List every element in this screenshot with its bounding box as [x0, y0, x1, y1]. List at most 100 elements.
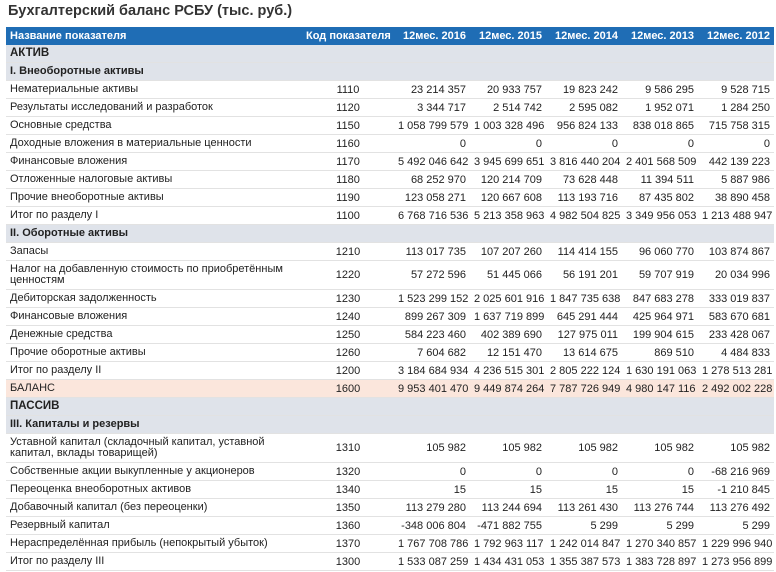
balance-row: БАЛАНС 1600 9 953 401 470 9 449 874 264 7 78… [6, 379, 774, 398]
section-row: АКТИВ [6, 45, 774, 63]
column-header-name[interactable]: Название показателя [6, 27, 302, 45]
row-code: 1170 [302, 152, 394, 171]
row-name: Доходные вложения в материальные ценност… [6, 134, 302, 153]
table-row: Основные средства 1150 1 058 799 579 1 003 … [6, 116, 774, 135]
column-header-2014[interactable]: 12мес. 2014 [546, 27, 622, 45]
table-row: Итог по разделу II 1200 3 184 684 934 4 236… [6, 361, 774, 380]
row-value: -1 210 845 [698, 480, 774, 499]
row-value: 899 267 309 [394, 307, 470, 326]
row-name: Финансовые вложения [6, 307, 302, 326]
row-code: 1150 [302, 116, 394, 135]
row-name: Итог по разделу II [6, 361, 302, 380]
row-value: 20 034 996 [698, 260, 774, 290]
row-value: 1 637 719 899 [470, 307, 546, 326]
row-value: 15 [394, 480, 470, 499]
row-name: Финансовые вложения [6, 152, 302, 171]
row-name: Переоценка внеоборотных активов [6, 480, 302, 499]
row-value: 3 184 684 934 [394, 361, 470, 380]
row-name: Прочие внеоборотные активы [6, 188, 302, 207]
row-value: 1 630 191 063 [622, 361, 698, 380]
row-value: 105 982 [698, 433, 774, 463]
row-value: 9 449 874 264 [470, 379, 546, 398]
column-header-2015[interactable]: 12мес. 2015 [470, 27, 546, 45]
row-value: 847 683 278 [622, 289, 698, 308]
row-value: 645 291 444 [546, 307, 622, 326]
row-value: 233 428 067 [698, 325, 774, 344]
row-value: 19 823 242 [546, 80, 622, 99]
section-row: III. Капиталы и резервы [6, 415, 774, 434]
row-name: Налог на добавленную стоимость по приобр… [6, 260, 302, 290]
section-row: ПАССИВ [6, 397, 774, 416]
column-header-2016[interactable]: 12мес. 2016 [394, 27, 470, 45]
row-value: 4 236 515 301 [470, 361, 546, 380]
row-name: Нераспределённая прибыль (непокрытый убы… [6, 534, 302, 553]
row-code: 1100 [302, 206, 394, 225]
row-value: 1 383 728 897 [622, 552, 698, 571]
row-value: 68 252 970 [394, 170, 470, 189]
row-code: 1160 [302, 134, 394, 153]
row-value: 87 435 802 [622, 188, 698, 207]
row-value: 0 [698, 134, 774, 153]
row-value: 113 276 744 [622, 498, 698, 517]
row-value: 199 904 615 [622, 325, 698, 344]
table-row: Прочие внеоборотные активы 1190 123 058 27… [6, 188, 774, 207]
row-value: 113 017 735 [394, 242, 470, 261]
row-value: 1 058 799 579 [394, 116, 470, 135]
row-name: Резервный капитал [6, 516, 302, 535]
column-header-code[interactable]: Код показателя [302, 27, 394, 45]
row-value: 0 [622, 134, 698, 153]
row-value: 73 628 448 [546, 170, 622, 189]
table-row: Добавочный капитал (без переоценки) 1350 1… [6, 498, 774, 517]
row-value: 1 270 340 857 [622, 534, 698, 553]
row-value: 5 887 986 [698, 170, 774, 189]
row-value: 105 982 [546, 433, 622, 463]
table-row: Финансовые вложения 1170 5 492 046 642 3 94… [6, 152, 774, 171]
row-name: Добавочный капитал (без переоценки) [6, 498, 302, 517]
row-value: 51 445 066 [470, 260, 546, 290]
row-value: 56 191 201 [546, 260, 622, 290]
row-value: -471 882 755 [470, 516, 546, 535]
row-value: 105 982 [622, 433, 698, 463]
row-code: 1260 [302, 343, 394, 362]
section-label: II. Оборотные активы [6, 224, 774, 243]
row-value: 5 492 046 642 [394, 152, 470, 171]
table-row: Запасы 1210 113 017 735 107 207 260 114 414 … [6, 242, 774, 261]
row-value: 1 792 963 117 [470, 534, 546, 553]
row-value: 1 003 328 496 [470, 116, 546, 135]
table-row: Отложенные налоговые активы 1180 68 252 97… [6, 170, 774, 189]
row-value: 0 [394, 134, 470, 153]
row-value: 114 414 155 [546, 242, 622, 261]
table-header: Название показателя Код показателя 12мес… [6, 27, 774, 45]
table-row: Финансовые вложения 1240 899 267 309 1 637 … [6, 307, 774, 326]
row-code: 1360 [302, 516, 394, 535]
column-header-2012[interactable]: 12мес. 2012 [698, 27, 774, 45]
row-value: 113 279 280 [394, 498, 470, 517]
row-code: 1200 [302, 361, 394, 380]
row-value: 113 261 430 [546, 498, 622, 517]
row-name: Дебиторская задолженность [6, 289, 302, 308]
table-row: Доходные вложения в материальные ценност… [6, 134, 774, 153]
row-value: 402 389 690 [470, 325, 546, 344]
row-code: 1320 [302, 462, 394, 481]
row-value: 1 434 431 053 [470, 552, 546, 571]
row-value: 105 982 [470, 433, 546, 463]
row-value: 96 060 770 [622, 242, 698, 261]
row-value: 107 207 260 [470, 242, 546, 261]
row-value: 2 805 222 124 [546, 361, 622, 380]
row-value: 0 [394, 462, 470, 481]
row-value: 5 299 [546, 516, 622, 535]
row-value: 7 787 726 949 [546, 379, 622, 398]
row-value: 3 816 440 204 [546, 152, 622, 171]
row-value: 1 273 956 899 [698, 552, 774, 571]
row-value: 15 [546, 480, 622, 499]
row-name: Итог по разделу III [6, 552, 302, 571]
row-code: 1350 [302, 498, 394, 517]
row-name: Основные средства [6, 116, 302, 135]
row-value: 869 510 [622, 343, 698, 362]
row-value: 1 213 488 947 [698, 206, 774, 225]
row-name: Собственные акции выкупленные у акционер… [6, 462, 302, 481]
row-value: 57 272 596 [394, 260, 470, 290]
row-value: 2 595 082 [546, 98, 622, 117]
column-header-2013[interactable]: 12мес. 2013 [622, 27, 698, 45]
row-name: Прочие оборотные активы [6, 343, 302, 362]
